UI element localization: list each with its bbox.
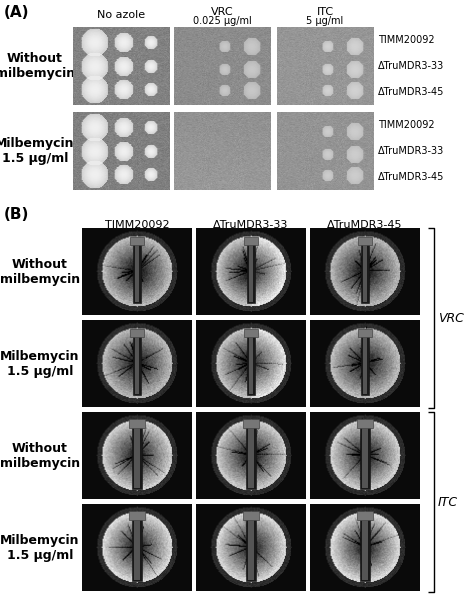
Text: VRC: VRC	[438, 311, 464, 324]
Text: ΔTruMDR3-45: ΔTruMDR3-45	[378, 172, 444, 182]
Text: ITC: ITC	[438, 495, 458, 509]
Text: Milbemycin
1.5 μg/ml: Milbemycin 1.5 μg/ml	[0, 350, 80, 378]
Text: ΔTruMDR3-33: ΔTruMDR3-33	[378, 61, 444, 71]
Text: ΔTruMDR3-33: ΔTruMDR3-33	[213, 220, 289, 230]
Text: ΔTruMDR3-45: ΔTruMDR3-45	[378, 87, 444, 97]
Text: Without
milbemycin: Without milbemycin	[0, 442, 80, 470]
Text: TIMM20092: TIMM20092	[105, 220, 169, 230]
Text: Milbemycin
1.5 μg/ml: Milbemycin 1.5 μg/ml	[0, 534, 80, 562]
Text: Without
milbemycin: Without milbemycin	[0, 52, 75, 80]
Text: 0.025 μg/ml: 0.025 μg/ml	[192, 16, 251, 26]
Text: (B): (B)	[4, 207, 29, 222]
Text: (A): (A)	[4, 5, 29, 20]
Text: Milbemycin
1.5 μg/ml: Milbemycin 1.5 μg/ml	[0, 137, 75, 165]
Text: TIMM20092: TIMM20092	[378, 35, 435, 45]
Text: 5 μg/ml: 5 μg/ml	[306, 16, 344, 26]
Text: Without
milbemycin: Without milbemycin	[0, 258, 80, 286]
Text: ΔTruMDR3-45: ΔTruMDR3-45	[327, 220, 403, 230]
Text: TIMM20092: TIMM20092	[378, 120, 435, 130]
Text: ITC: ITC	[317, 7, 334, 17]
Text: No azole: No azole	[97, 10, 145, 20]
Text: ΔTruMDR3-33: ΔTruMDR3-33	[378, 146, 444, 156]
Text: VRC: VRC	[210, 7, 233, 17]
